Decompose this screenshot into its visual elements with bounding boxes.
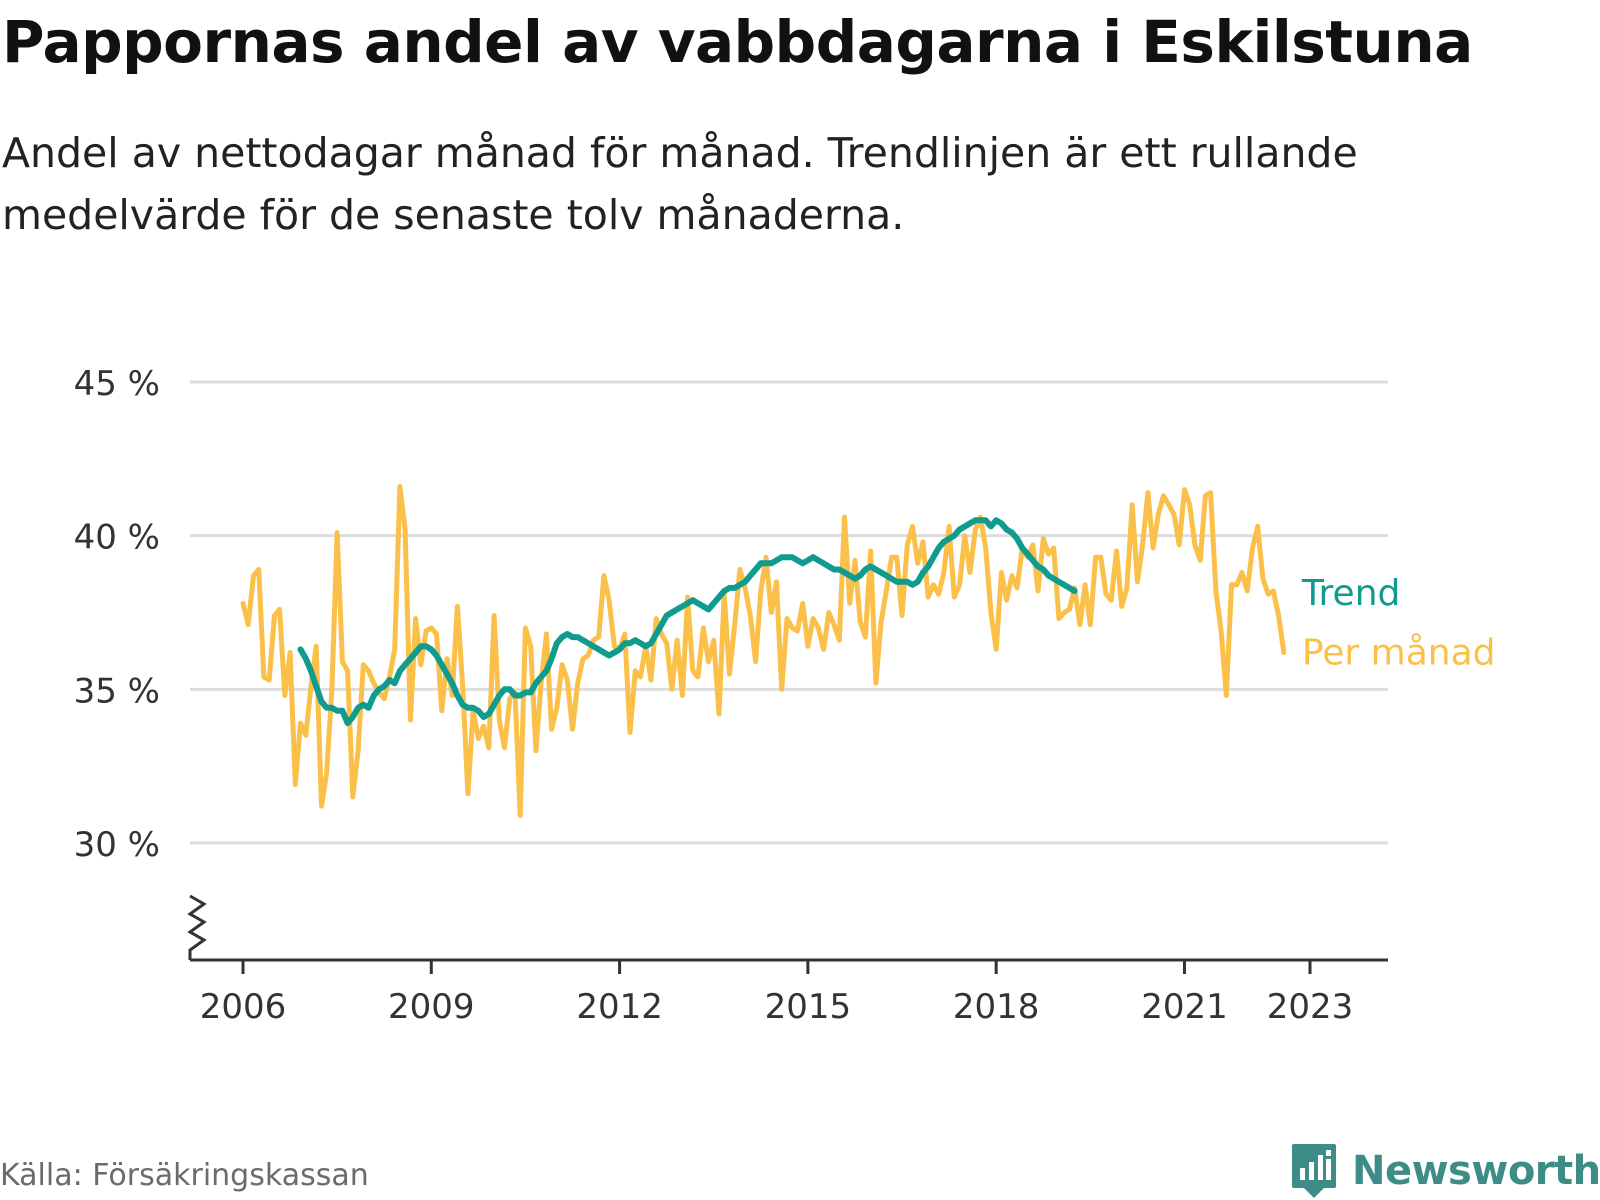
source-note: Källa: Försäkringskassan (0, 1158, 369, 1193)
axis-break-symbol (187, 894, 207, 960)
y-tick-label: 45 % (74, 364, 160, 404)
y-axis-ticks: 30 % 35 % 40 % 45 % (74, 364, 160, 865)
x-tick-label: 2023 (1267, 987, 1354, 1027)
series-lines (240, 484, 1287, 818)
x-tick-label: 2009 (388, 987, 475, 1027)
y-tick-label: 40 % (74, 518, 160, 558)
x-axis-ticks: 2006 2009 2012 2015 2018 2021 2023 (200, 960, 1354, 1027)
chart-subtitle: Andel av nettodagar månad för månad. Tre… (2, 129, 1358, 239)
brand-logo[interactable]: Newsworthy (1290, 1142, 1600, 1200)
x-tick-label: 2015 (765, 987, 852, 1027)
series-line-trend (297, 517, 1078, 727)
newsworthy-logo-icon (1292, 1144, 1336, 1198)
x-tick-label: 2021 (1141, 987, 1228, 1027)
y-tick-label: 30 % (74, 825, 160, 865)
gridlines (190, 380, 1388, 845)
x-axis (187, 894, 1388, 962)
x-tick-label: 2018 (953, 987, 1040, 1027)
x-tick-label: 2012 (576, 987, 663, 1027)
series-label-monthly: Per månad (1302, 632, 1496, 673)
series-labels: Trend Per månad (1301, 573, 1496, 673)
brand-name: Newsworthy (1352, 1148, 1600, 1194)
line-chart: 30 % 35 % 40 % 45 % 2006 2009 2012 2015 2018 202… (74, 364, 1496, 1027)
y-tick-label: 35 % (74, 671, 160, 711)
series-label-trend: Trend (1301, 573, 1401, 614)
chart-title: Pappornas andel av vabbdagarna i Eskilst… (2, 8, 1473, 76)
x-tick-label: 2006 (200, 987, 287, 1027)
series-line-monthly (240, 484, 1287, 818)
